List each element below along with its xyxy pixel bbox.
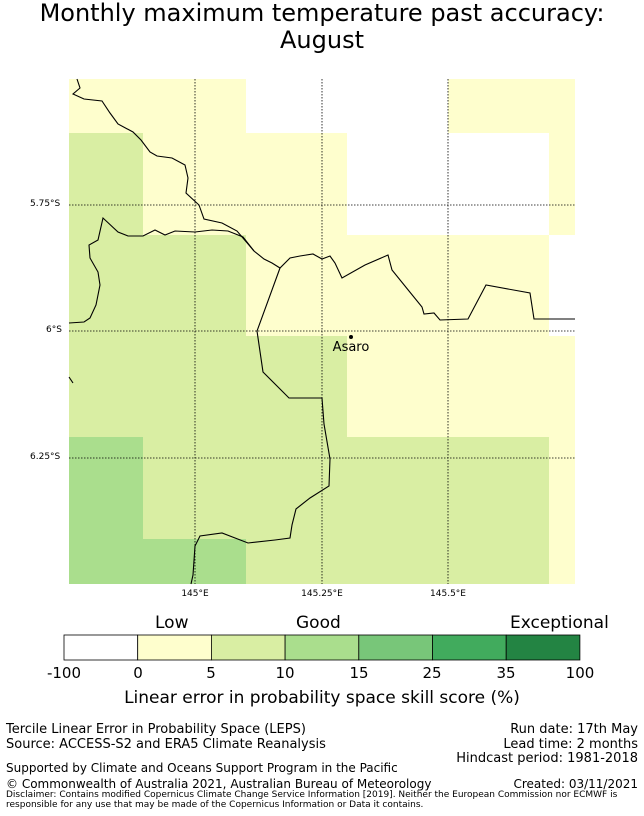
skill-cells xyxy=(69,79,575,584)
footer-lead-time: Lead time: 2 months xyxy=(503,737,638,752)
lon-label-145-5: 145.5°E xyxy=(430,589,466,599)
colorbar-swatch xyxy=(63,634,139,661)
lat-label-5-75: 5.75°S xyxy=(30,199,61,209)
colorbar-swatch xyxy=(432,634,507,661)
colorbar-word-good: Good xyxy=(296,613,341,633)
colorbar-tick: 15 xyxy=(349,664,369,682)
colorbar-tick: 0 xyxy=(133,664,143,682)
title-line-1: Monthly maximum temperature past accurac… xyxy=(39,0,605,27)
colorbar-tick: 35 xyxy=(496,664,516,682)
place-label: Asaro xyxy=(332,340,370,355)
colorbar-word-exceptional: Exceptional xyxy=(510,613,609,633)
colorbar xyxy=(63,634,581,661)
footer-disclaimer: Disclaimer: Contains modified Copernicus… xyxy=(6,790,618,810)
lon-label-145-25: 145.25°E xyxy=(301,589,343,599)
coastline xyxy=(68,78,575,585)
colorbar-swatch xyxy=(505,634,581,661)
gridlines xyxy=(69,79,575,584)
colorbar-swatch xyxy=(358,634,433,661)
colorbar-swatch xyxy=(210,634,286,661)
footer-source: Source: ACCESS-S2 and ERA5 Climate Reana… xyxy=(6,737,326,752)
footer-hindcast: Hindcast period: 1981-2018 xyxy=(456,751,638,766)
colorbar-tick: 10 xyxy=(275,664,295,682)
colorbar-word-low: Low xyxy=(155,613,189,633)
colorbar-tick: 5 xyxy=(206,664,216,682)
footer-leps: Tercile Linear Error in Probability Spac… xyxy=(6,722,306,737)
colorbar-tick: -100 xyxy=(46,664,82,682)
colorbar-tick: 25 xyxy=(422,664,442,682)
footer-run-date: Run date: 17th May xyxy=(510,722,638,737)
lon-label-145: 145°E xyxy=(181,589,209,599)
title-line-2: August xyxy=(280,26,364,54)
skill-map xyxy=(68,78,575,585)
footer-created: Created: 03/11/2021 xyxy=(513,777,638,791)
colorbar-swatch xyxy=(137,634,212,661)
colorbar-tick: 100 xyxy=(565,664,595,682)
asaro-marker xyxy=(349,335,353,339)
lat-label-6-25: 6.25°S xyxy=(30,452,61,462)
footer-copyright: © Commonwealth of Australia 2021, Austra… xyxy=(6,777,432,791)
colorbar-swatch xyxy=(284,634,360,661)
footer-support: Supported by Climate and Oceans Support … xyxy=(6,761,398,775)
colorbar-label: Linear error in probability space skill … xyxy=(124,688,520,708)
page-title: Monthly maximum temperature past accurac… xyxy=(0,0,644,54)
lat-label-6: 6°S xyxy=(46,325,62,335)
